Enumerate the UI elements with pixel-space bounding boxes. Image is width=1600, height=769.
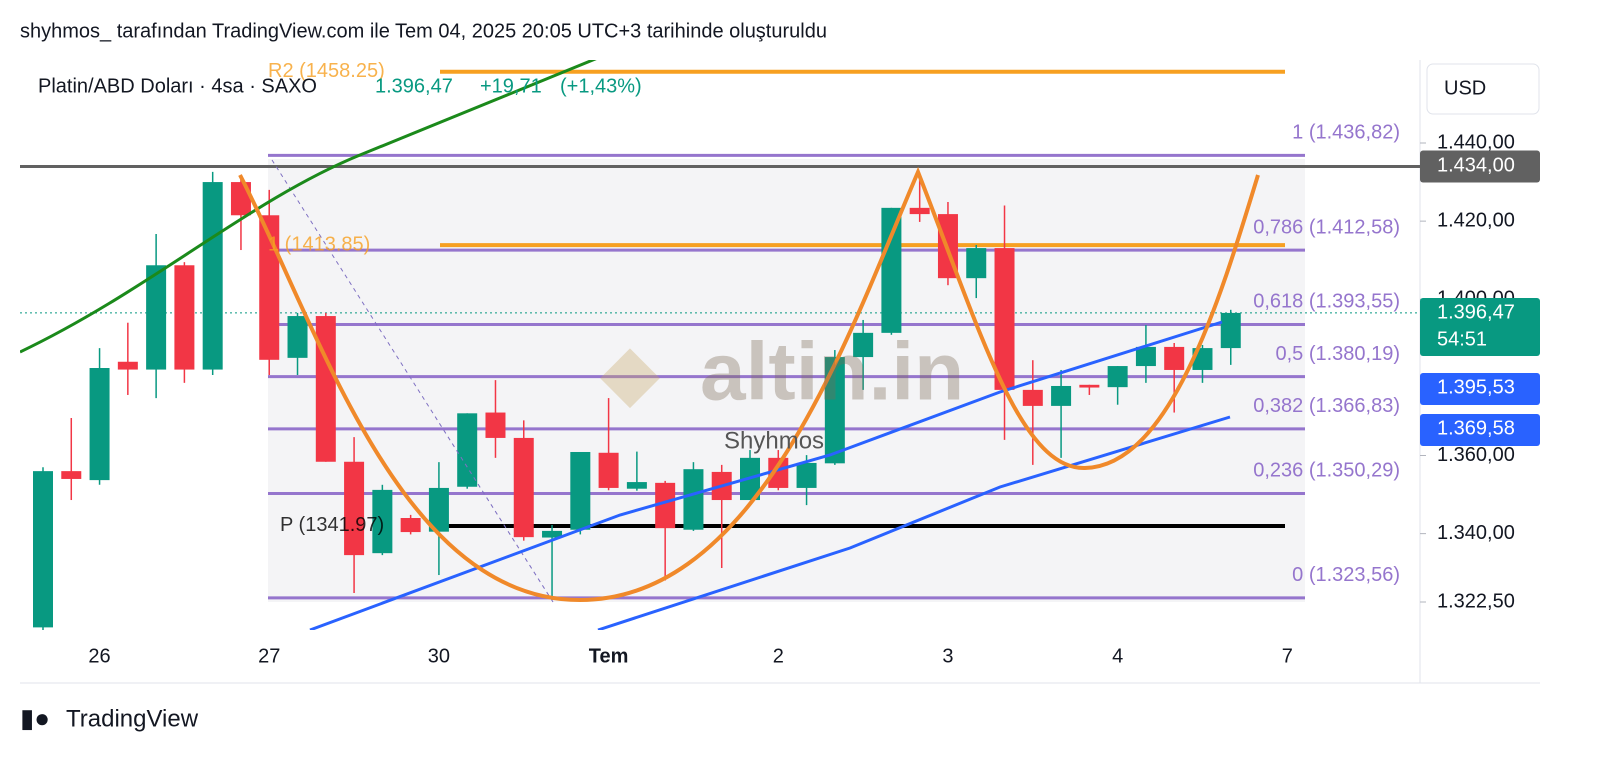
price-badge-countdown: 54:51 xyxy=(1437,328,1487,350)
y-tick-label: 1.322,50 xyxy=(1437,590,1515,612)
candle-body xyxy=(513,437,534,538)
y-tick-label: 1.440,00 xyxy=(1437,131,1515,153)
currency-box[interactable] xyxy=(1426,63,1540,115)
candle-body xyxy=(626,482,647,489)
trendline xyxy=(597,415,1231,630)
candle-body xyxy=(796,462,817,488)
x-tick-label: 30 xyxy=(428,645,450,667)
drawings-over: ◆ altin.in Shyhmos xyxy=(20,60,1260,630)
logo: ▮● xyxy=(20,703,50,733)
candle-body xyxy=(428,487,449,532)
candle-body xyxy=(909,207,930,215)
candle-body xyxy=(61,471,82,479)
candle-body xyxy=(287,316,308,358)
x-tick-label: 4 xyxy=(1112,645,1123,667)
candle-body xyxy=(89,368,110,481)
candle-body xyxy=(1022,389,1043,406)
candles xyxy=(33,171,1241,630)
pivot-label: P (1341.97) xyxy=(280,514,384,536)
currency[interactable]: USD xyxy=(1444,77,1486,99)
candle-body xyxy=(655,482,676,529)
candle-body xyxy=(683,469,704,530)
x-tick-label: 2 xyxy=(773,645,784,667)
candle-body xyxy=(768,457,789,488)
candle-body xyxy=(1164,346,1185,370)
candle-body xyxy=(881,207,902,333)
price-badge-label: 1.369,58 xyxy=(1437,417,1515,439)
price-badge xyxy=(1420,298,1540,356)
watermark: altin.in xyxy=(700,327,964,418)
header: shyhmos_ tarafından TradingView.com ile … xyxy=(20,20,827,42)
price-badge-label: 1.395,53 xyxy=(1437,376,1515,398)
fib-label: 0,786 (1.412,58) xyxy=(1253,216,1400,238)
legend-change-pct: (+1,43%) xyxy=(560,75,642,97)
x-tick-label: 7 xyxy=(1282,645,1293,667)
legend-change: +19,71 xyxy=(480,75,542,97)
watermark: ◆ xyxy=(600,328,660,416)
trendline xyxy=(309,320,1223,630)
x-tick-label: 26 xyxy=(88,645,110,667)
fib-label: 0 (1.323,56) xyxy=(1292,564,1400,586)
y-tick-label: 1.340,00 xyxy=(1437,522,1515,544)
candle-body xyxy=(315,316,336,462)
pivot-label: R2 (1458.25) xyxy=(268,60,385,82)
candle-body xyxy=(344,461,365,556)
pivot-label: 1 (1413.85) xyxy=(268,233,370,255)
y-tick-label: 1.420,00 xyxy=(1437,209,1515,231)
candle-body xyxy=(853,332,874,358)
legend-price: 1.396,47 xyxy=(375,75,453,97)
candle-body xyxy=(824,357,845,464)
candle-body xyxy=(1220,312,1241,349)
candle-body xyxy=(457,413,478,487)
candle-body xyxy=(570,451,591,530)
fib-label: 0,5 (1.380,19) xyxy=(1275,343,1400,365)
candle-body xyxy=(117,361,138,370)
candle-body xyxy=(1107,366,1128,388)
x-tick-label: 27 xyxy=(258,645,280,667)
price-badge-label: 1.396,47 xyxy=(1437,301,1515,323)
candle-body xyxy=(400,518,421,533)
labels: 1.322,501.340,001.360,001.400,001.420,00… xyxy=(88,60,1540,667)
x-tick-label: 3 xyxy=(942,645,953,667)
candle-body xyxy=(372,489,393,554)
watermark: Shyhmos xyxy=(724,427,824,454)
price-badge-label: 1.434,00 xyxy=(1437,155,1515,177)
candle-body xyxy=(598,452,619,488)
y-tick-label: 1.360,00 xyxy=(1437,444,1515,466)
legend-symbol: Platin/ABD Doları · 4sa · SAXO xyxy=(38,75,317,97)
fib-label: 1 (1.436,82) xyxy=(1292,122,1400,144)
price-badge xyxy=(1420,373,1540,405)
footer: TradingView xyxy=(66,705,199,732)
candle-body xyxy=(146,265,167,370)
candle-body xyxy=(1079,384,1100,388)
x-tick-label: Tem xyxy=(589,645,629,667)
candle-body xyxy=(994,248,1015,390)
candle-body xyxy=(966,248,987,279)
moving-average xyxy=(20,60,597,354)
fib-label: 0,618 (1.393,55) xyxy=(1253,291,1400,313)
candle-body xyxy=(202,182,223,370)
cup-pattern xyxy=(238,166,1260,603)
fib-label: 0,236 (1.350,29) xyxy=(1253,460,1400,482)
candle-body xyxy=(174,265,195,370)
price-badge xyxy=(1420,150,1540,183)
candle-body xyxy=(542,530,563,538)
candle-body xyxy=(1135,346,1156,367)
fib-label: 0,382 (1.366,83) xyxy=(1253,395,1400,417)
candle-body xyxy=(33,471,53,628)
candle-body xyxy=(485,412,506,438)
price-badge xyxy=(1420,414,1540,446)
candle-body xyxy=(1051,385,1072,406)
